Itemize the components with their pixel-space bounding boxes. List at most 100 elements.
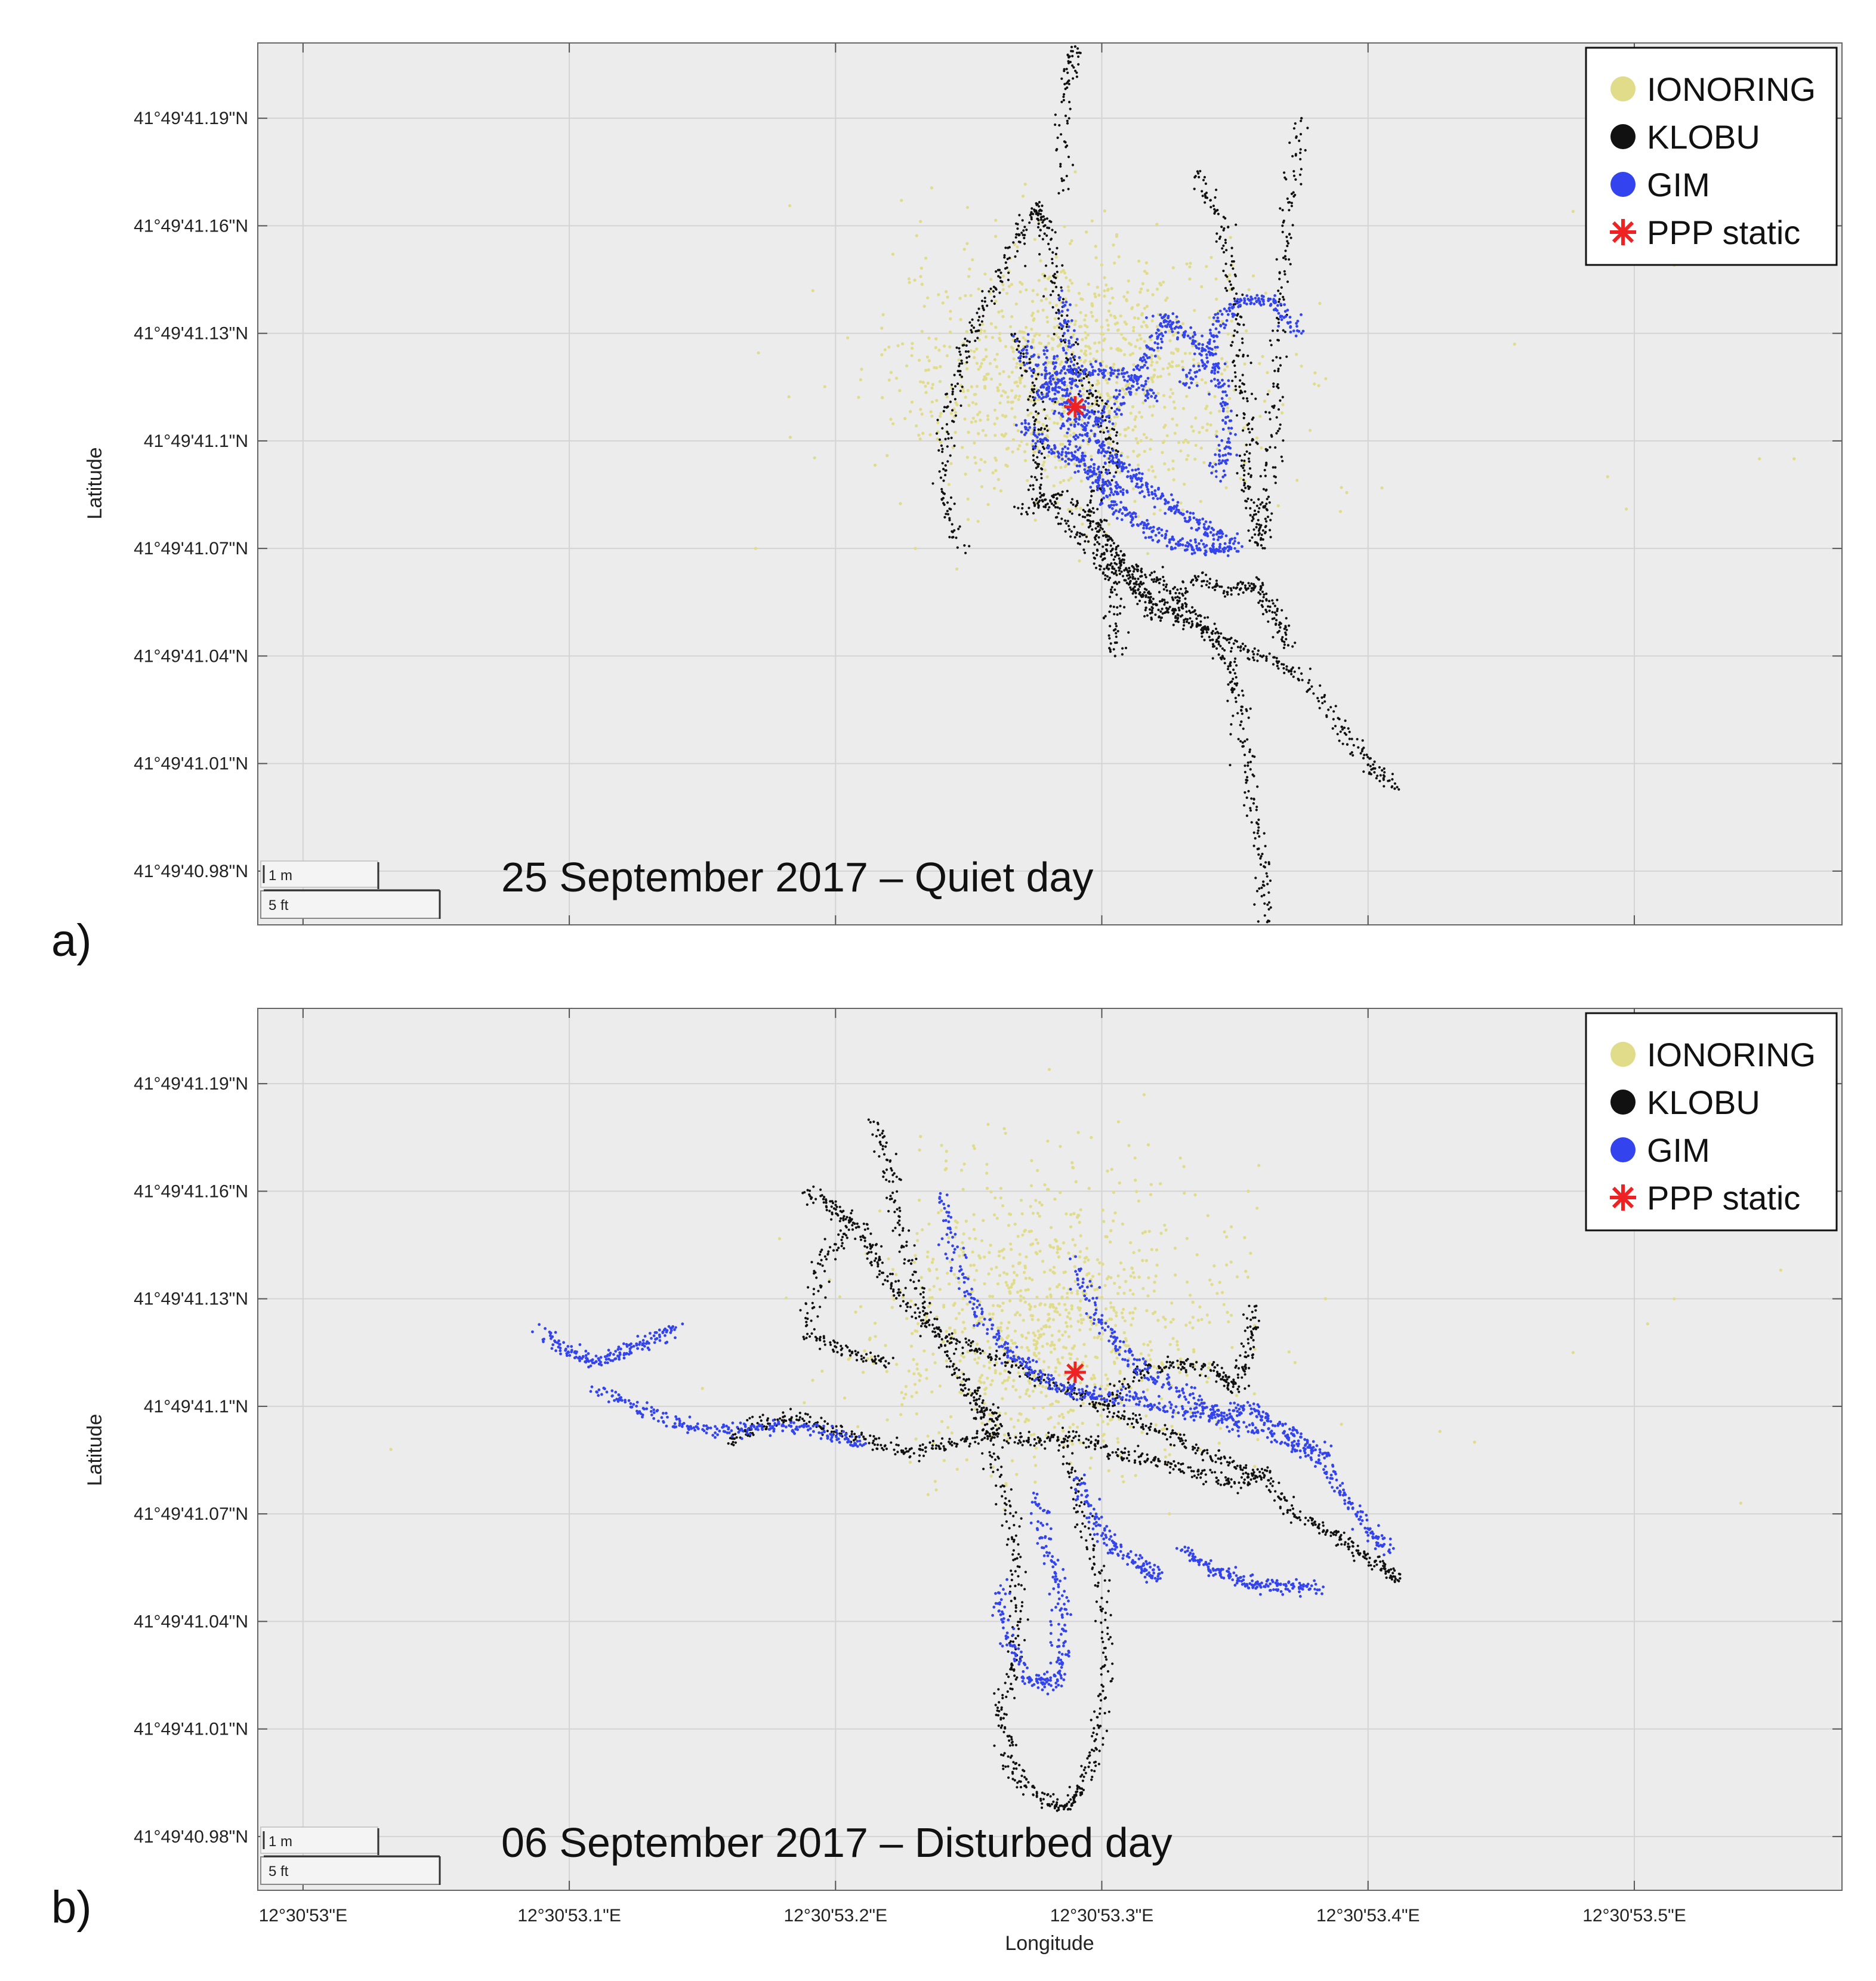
- point-klobu: [1266, 875, 1269, 878]
- point-klobu: [1140, 567, 1143, 570]
- point-ionoring: [1184, 439, 1187, 442]
- point-klobu: [946, 445, 949, 448]
- y-tick-label: 41°49'41.19"N: [134, 109, 248, 128]
- point-klobu: [1265, 593, 1268, 595]
- point-ionoring: [1054, 465, 1057, 470]
- point-klobu: [1239, 649, 1242, 652]
- point-ionoring: [1204, 381, 1207, 385]
- point-klobu: [1272, 329, 1275, 332]
- point-klobu: [1116, 606, 1119, 609]
- point-ionoring: [1139, 439, 1143, 443]
- point-ionoring: [1122, 1268, 1126, 1272]
- point-klobu: [1037, 412, 1040, 415]
- point-ionoring: [1060, 1296, 1063, 1300]
- point-klobu: [1109, 437, 1112, 440]
- point-klobu: [1101, 415, 1104, 418]
- point-ionoring: [1171, 1337, 1175, 1340]
- point-klobu: [1300, 168, 1303, 171]
- point-klobu: [1113, 581, 1116, 585]
- point-klobu: [1119, 564, 1122, 567]
- point-gim: [1292, 329, 1295, 332]
- point-ionoring: [1033, 1480, 1037, 1484]
- point-klobu: [1039, 218, 1042, 221]
- point-klobu: [1095, 534, 1098, 537]
- point-klobu: [1215, 647, 1218, 650]
- point-gim: [1190, 552, 1194, 556]
- point-klobu: [1274, 446, 1277, 449]
- point-klobu: [1224, 263, 1227, 266]
- point-klobu: [1245, 708, 1248, 711]
- point-gim: [1106, 495, 1109, 499]
- point-ionoring: [1097, 294, 1101, 297]
- point-gim: [1202, 533, 1206, 536]
- point-klobu: [1259, 538, 1263, 541]
- point-ionoring: [920, 329, 924, 334]
- point-klobu: [1185, 610, 1188, 613]
- point-klobu: [1260, 533, 1263, 536]
- point-ionoring: [1246, 1275, 1250, 1279]
- point-ionoring: [1249, 1251, 1252, 1255]
- point-klobu: [1035, 410, 1038, 414]
- point-ionoring: [1096, 390, 1100, 394]
- point-klobu: [1239, 588, 1242, 591]
- point-ionoring: [1087, 1187, 1091, 1190]
- point-gim: [1019, 354, 1023, 358]
- point-klobu: [1067, 187, 1070, 190]
- point-ionoring: [1258, 415, 1262, 418]
- point-ionoring: [1202, 461, 1206, 464]
- point-klobu: [1204, 182, 1207, 185]
- point-klobu: [1096, 554, 1099, 557]
- point-ionoring: [757, 351, 760, 354]
- point-gim: [1217, 443, 1221, 447]
- point-gim: [1066, 431, 1069, 434]
- point-ionoring: [1146, 1343, 1150, 1347]
- point-ionoring: [859, 378, 862, 382]
- point-ionoring: [813, 456, 816, 459]
- point-klobu: [1262, 487, 1265, 490]
- point-klobu: [1131, 564, 1134, 567]
- point-ionoring: [1163, 405, 1167, 409]
- point-ionoring: [1010, 400, 1013, 404]
- point-ionoring: [1115, 233, 1119, 236]
- point-klobu: [948, 536, 951, 539]
- point-ionoring: [975, 347, 979, 351]
- point-ionoring: [1212, 1264, 1216, 1268]
- point-klobu: [1348, 738, 1351, 740]
- point-klobu: [1234, 385, 1237, 388]
- point-klobu: [1071, 64, 1074, 67]
- point-gim: [1078, 464, 1081, 468]
- point-klobu: [1248, 539, 1251, 542]
- point-gim: [1087, 466, 1091, 469]
- point-gim: [1119, 403, 1123, 406]
- point-klobu: [1240, 705, 1243, 708]
- point-klobu: [1282, 666, 1285, 670]
- point-ionoring: [1168, 339, 1172, 342]
- point-ionoring: [984, 434, 988, 437]
- point-klobu: [1085, 375, 1088, 378]
- point-klobu: [1062, 298, 1065, 301]
- point-klobu: [1325, 715, 1328, 718]
- point-klobu: [953, 374, 956, 377]
- point-klobu: [1128, 573, 1131, 576]
- point-ionoring: [1106, 442, 1110, 445]
- point-gim: [1220, 405, 1224, 408]
- point-klobu: [1253, 647, 1256, 650]
- point-klobu: [935, 432, 939, 435]
- point-klobu: [1007, 279, 1010, 282]
- point-klobu: [1290, 192, 1293, 195]
- point-gim: [1123, 378, 1127, 382]
- point-gim: [1226, 313, 1230, 316]
- point-gim: [1175, 315, 1178, 319]
- point-klobu: [1378, 779, 1381, 783]
- point-gim: [1205, 353, 1208, 356]
- point-klobu: [1242, 383, 1245, 386]
- point-klobu: [1101, 399, 1104, 402]
- point-klobu: [1290, 202, 1293, 205]
- point-ionoring: [1094, 245, 1097, 248]
- point-klobu: [931, 482, 934, 485]
- point-ionoring: [925, 1255, 929, 1258]
- point-klobu: [1165, 583, 1168, 586]
- point-klobu: [1352, 754, 1354, 757]
- point-ionoring: [1079, 358, 1082, 362]
- point-gim: [1110, 368, 1113, 372]
